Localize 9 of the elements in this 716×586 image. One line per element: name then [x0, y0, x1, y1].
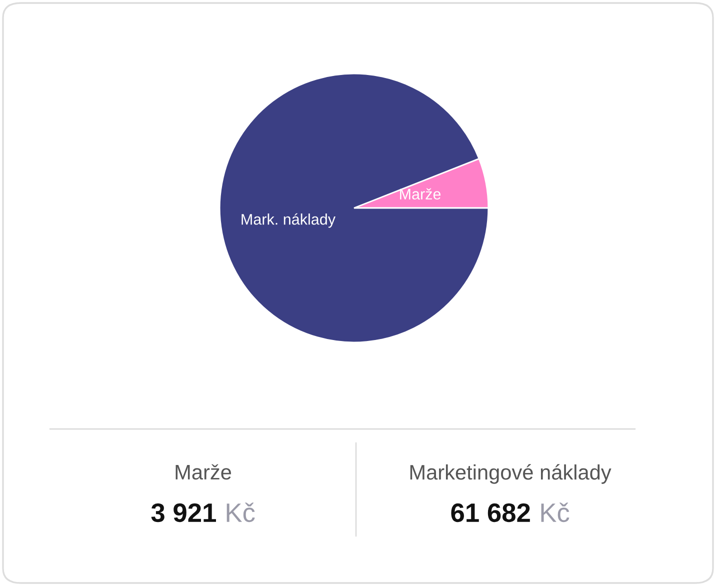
slice-label: Mark. náklady — [242, 213, 336, 228]
text: 3 921 — [151, 503, 216, 522]
text: Marketingové náklady — [410, 464, 612, 484]
text: 61 682 — [451, 503, 530, 522]
pie-slice — [218, 72, 490, 344]
slice-label: Marže — [400, 188, 441, 200]
text: Marže — [176, 464, 232, 480]
text: Kč — [541, 502, 570, 522]
text: Kč — [226, 502, 255, 522]
